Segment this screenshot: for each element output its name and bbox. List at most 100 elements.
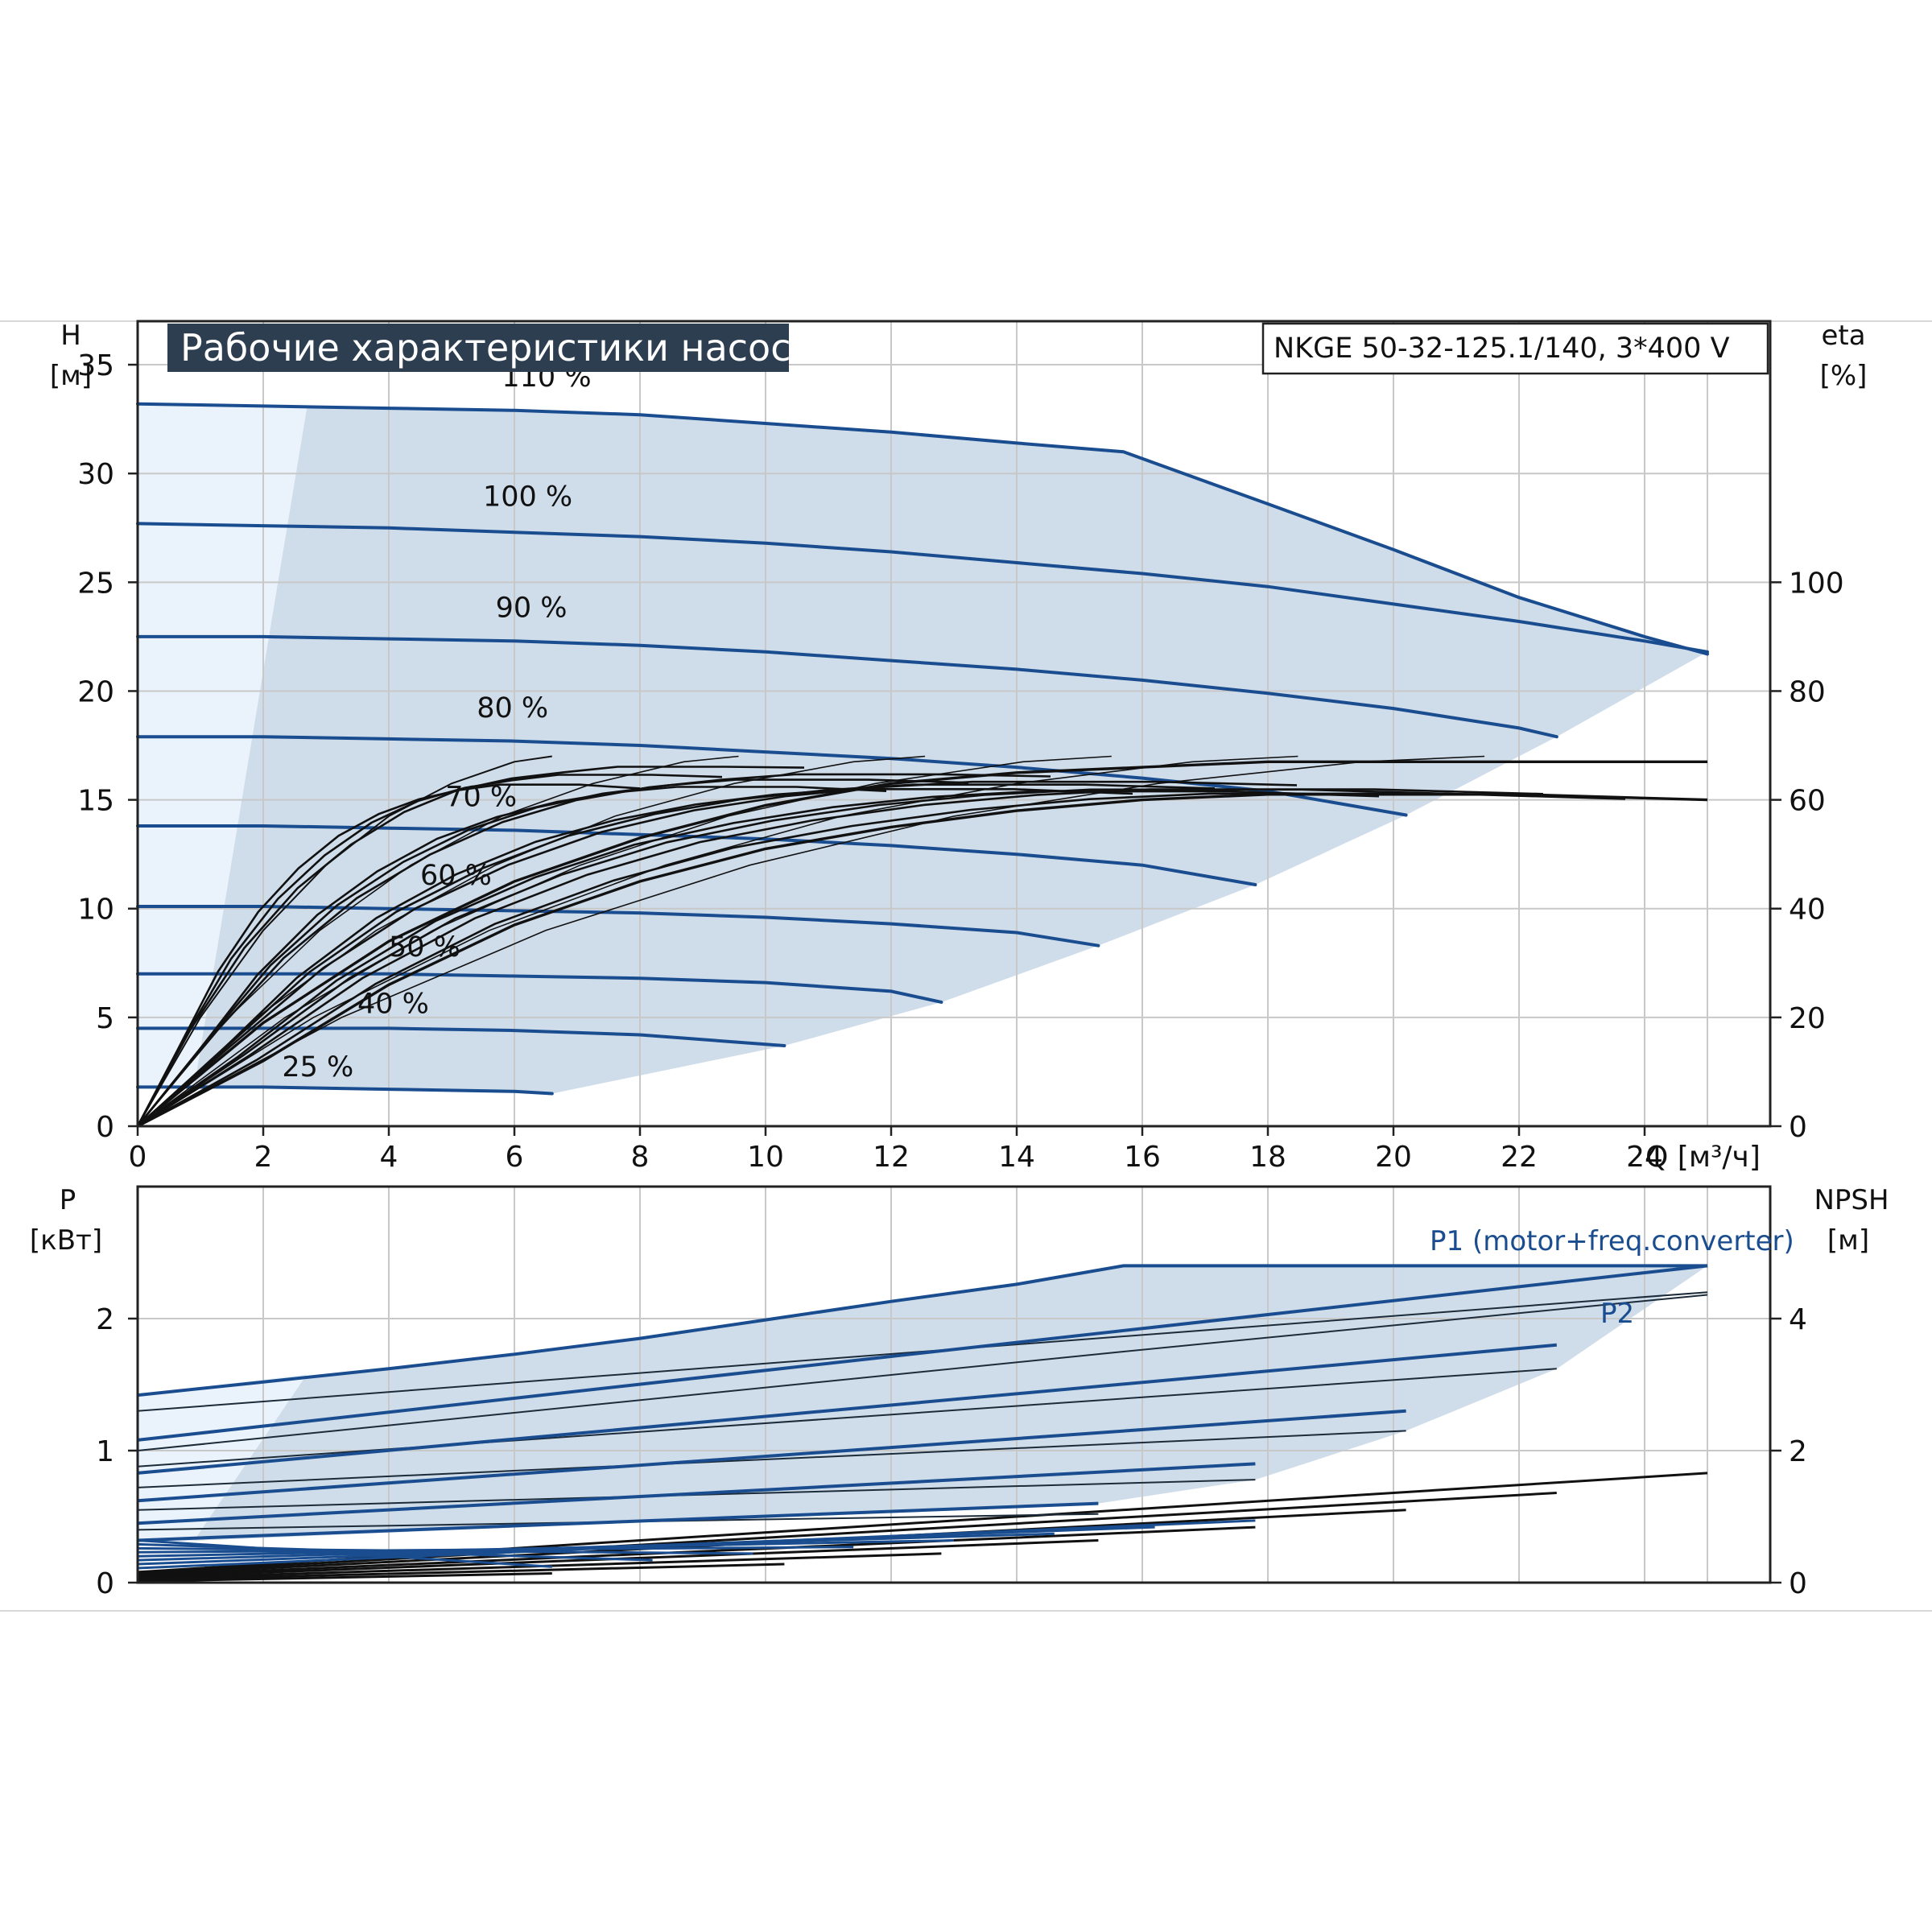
flow-tick-label: 12 (873, 1141, 910, 1174)
power-tick-labels: 0 1 2 0 2 4 (96, 1303, 1807, 1600)
efficiency-curve-thin (137, 755, 1112, 1127)
flow-tick-label: 22 (1501, 1141, 1538, 1174)
efficiency-curve-max (137, 793, 1708, 1128)
efficiency-curve (136, 773, 1051, 1127)
flow-tick-label: 10 (747, 1141, 784, 1174)
head-curve (136, 1085, 554, 1096)
efficiency-curves (136, 755, 1708, 1128)
speed-label: 50 % (389, 931, 460, 964)
power-axis-unit: [кВт] (30, 1224, 102, 1257)
flow-tick-label: 4 (380, 1141, 398, 1174)
p1-curve (137, 1264, 1708, 1442)
eta-tick-label: 60 (1789, 785, 1826, 818)
npsh-curve (137, 1563, 785, 1582)
flow-tick-label: 16 (1124, 1141, 1161, 1174)
head-axis-unit: [м] (50, 360, 92, 392)
eta-tick-label: 0 (1789, 1111, 1807, 1144)
head-curve (136, 824, 1257, 886)
head-plot-frame (136, 320, 1772, 1128)
speed-label: 60 % (420, 860, 492, 892)
flow-tick-label: 20 (1375, 1141, 1412, 1174)
speed-label: 70 % (445, 782, 517, 814)
low-flow-area (138, 403, 308, 1088)
efficiency-curve (137, 790, 1380, 1128)
eta-tick-label: 100 (1789, 567, 1844, 600)
head-curve (136, 522, 1709, 654)
title-box (167, 324, 789, 372)
flow-tick-label: 14 (998, 1141, 1035, 1174)
flow-tick-label: 0 (129, 1141, 147, 1174)
head-tick-label: 20 (77, 675, 114, 708)
efficiency-curve-thin (137, 755, 739, 1127)
speed-label: 80 % (477, 692, 548, 724)
head-tick-label: 25 (77, 567, 114, 600)
p1-curve (137, 1462, 1256, 1525)
flow-tick-label: 2 (254, 1141, 273, 1174)
flow-tick-label: 8 (631, 1141, 650, 1174)
power-tick-label: 1 (96, 1435, 114, 1468)
npsh-curve (137, 1572, 552, 1583)
npsh-tick-label: 0 (1789, 1567, 1807, 1600)
speed-label: 40 % (357, 988, 429, 1020)
efficiency-curve (136, 766, 805, 1127)
npsh-axis-label: NPSH (1814, 1184, 1889, 1216)
power-panel: 0 1 2 0 2 4 P [кВт] NPSH [м] P1 (motor+freq.c… (30, 1184, 1889, 1600)
efficiency-curve (136, 783, 641, 1127)
efficiency-curve (137, 780, 1298, 1127)
head-axis-label: H (60, 320, 81, 352)
flow-tick-label: 6 (506, 1141, 524, 1174)
head-curve-labels: 110 %100 %90 %80 %70 %60 %50 %40 %25 % (282, 361, 591, 1084)
efficiency-curve-thin (137, 755, 1485, 1127)
head-curves (136, 402, 1709, 1096)
efficiency-curve (136, 778, 969, 1127)
eta-axis-unit: [%] (1820, 360, 1868, 392)
efficiency-curve (137, 788, 1133, 1127)
power-axis-label: P (60, 1184, 76, 1216)
flow-tick-label: 24 (1626, 1141, 1663, 1174)
p1-curve (137, 1409, 1406, 1503)
p1-curve (137, 1501, 1099, 1542)
p1-curve (137, 1343, 1557, 1475)
efficiency-curve (137, 788, 1544, 1128)
power-area (138, 1265, 1707, 1543)
speed-label: 90 % (496, 592, 568, 625)
head-curve (136, 905, 1100, 947)
head-tick-label: 5 (96, 1002, 114, 1035)
power-curves (137, 1264, 1708, 1583)
low-power-curve (137, 1519, 1256, 1570)
power-low-flow-area (138, 1373, 308, 1543)
p2-curve (137, 1430, 1406, 1488)
head-tick-label: 30 (77, 458, 114, 491)
chart-title: Рабочие характеристики насоса (180, 326, 814, 369)
npsh-tick-label: 2 (1789, 1435, 1807, 1468)
legend-p1: P1 (motor+freq.converter) (1430, 1225, 1794, 1257)
model-box (1261, 322, 1769, 375)
head-tick-label: 10 (77, 894, 114, 927)
speed-label: 100 % (483, 481, 572, 514)
head-curve (136, 1026, 786, 1047)
head-panel: 110 %100 %90 %80 %70 %60 %50 %40 %25 % 0… (50, 320, 1868, 1174)
legend-p2: P2 (1600, 1298, 1634, 1330)
head-tick-label: 35 (77, 349, 114, 382)
head-curve (136, 634, 1558, 739)
p1-curve (137, 1264, 1707, 1397)
efficiency-curve (136, 786, 887, 1127)
efficiency-curve (137, 783, 1216, 1127)
head-tick-label: 0 (96, 1111, 114, 1144)
p2-curve (137, 1294, 1708, 1451)
head-tick-labels: 0 2 4 6 8 10 12 14 16 18 20 22 240510152025303502040… (77, 349, 1844, 1174)
flow-tick-label: 18 (1249, 1141, 1286, 1174)
npsh-tick-label: 4 (1789, 1303, 1807, 1336)
efficiency-curve-thin (137, 755, 926, 1127)
efficiency-curve-max (136, 760, 1707, 1128)
model-name: NKGE 50-32-125.1/140, 3*400 V (1274, 332, 1730, 365)
eta-tick-label: 80 (1789, 675, 1826, 708)
eta-tick-label: 40 (1789, 894, 1826, 927)
head-curve (136, 402, 1709, 656)
npsh-curve (137, 1525, 1256, 1578)
power-tick-label: 2 (96, 1303, 114, 1336)
head-curve (136, 972, 943, 1004)
eta-tick-label: 20 (1789, 1002, 1826, 1035)
npsh-curve (137, 1492, 1557, 1575)
